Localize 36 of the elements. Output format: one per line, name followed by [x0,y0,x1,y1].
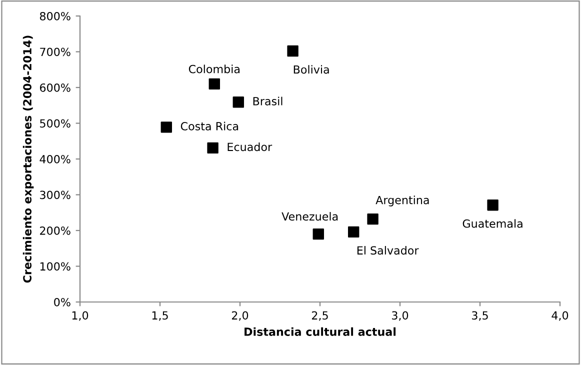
y-tick-label: 600% [40,83,70,92]
point [207,142,218,154]
y-tick-label: 800% [40,12,70,20]
x-tick-label: 3,0 [392,311,408,321]
y-tick-label: 400% [40,154,70,164]
annotation: Costa Rica [180,122,238,130]
point [208,78,220,90]
y-tick-label: 200% [40,226,70,235]
y-tick-label: 700% [40,48,70,56]
y-tick-label: 300% [40,190,70,200]
x-tick-label: 1,5 [152,311,168,321]
point [312,228,324,240]
x-axis-title: Distancia cultural actual [244,327,396,336]
annotation: El Salvador [357,246,419,255]
y-axis-title: Crecimiento exportaciones (2004-2014) [22,36,34,283]
annotation: Argentina [376,196,429,206]
point [160,122,172,133]
annotation: Guatemala [462,219,522,228]
annotation: Ecuador [228,142,272,152]
point [348,226,360,238]
point [287,45,298,57]
x-tick-label: 3,5 [472,311,488,321]
x-tick-label: 2,0 [232,311,248,321]
point [487,200,498,211]
annotation: Bolivia [294,65,329,74]
y-tick-label: 500% [40,119,70,128]
point [232,96,244,108]
y-tick-label: 0% [54,298,70,306]
annotation: Brasil [253,96,282,106]
point [367,213,378,225]
annotation: Venezuela [282,212,338,221]
x-tick-label: 4,0 [552,311,568,321]
x-tick-label: 1,0 [72,311,88,321]
x-tick-label: 2,5 [312,311,328,321]
y-tick-label: 100% [40,262,70,271]
annotation: Colombia [188,64,240,74]
